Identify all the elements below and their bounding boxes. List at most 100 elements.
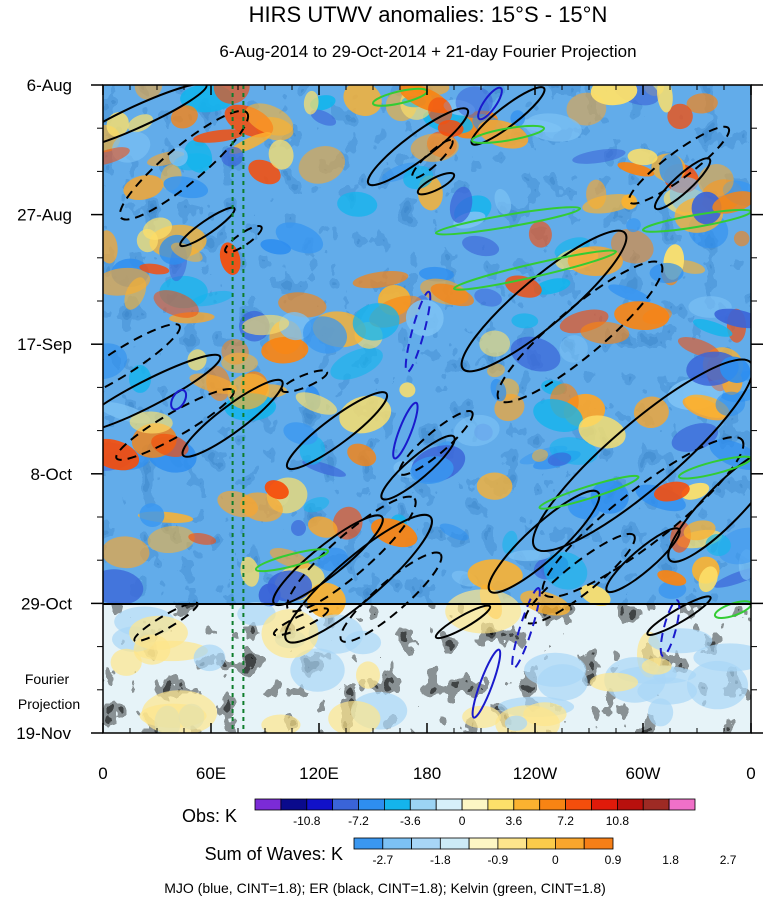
anomaly-patch xyxy=(188,532,217,545)
anomaly-patch xyxy=(649,262,684,284)
anomaly-patch xyxy=(264,480,289,500)
chart-title: HIRS UTWV anomalies: 15°S - 15°N xyxy=(249,2,608,27)
anomaly-patch xyxy=(139,503,165,527)
er-contour xyxy=(434,604,492,640)
anomaly-patch xyxy=(163,176,209,199)
colorbar-swatch xyxy=(642,798,670,811)
anomaly-patch xyxy=(580,584,611,607)
er-contour xyxy=(224,225,263,254)
anomaly-patch xyxy=(245,103,294,136)
projection-patch xyxy=(637,677,697,705)
x-tick-label: 60W xyxy=(626,764,661,783)
anomaly-patch xyxy=(717,527,751,565)
anomaly-patch xyxy=(712,191,751,214)
er-contour xyxy=(667,446,751,563)
anomaly-patch xyxy=(303,497,330,513)
colorbar-tick-label: 10.8 xyxy=(606,814,630,828)
anomaly-patch xyxy=(626,218,641,233)
er-contour xyxy=(380,434,456,501)
anomaly-patch xyxy=(474,288,502,307)
anomaly-patch xyxy=(337,191,378,217)
anomaly-patch xyxy=(572,148,626,164)
anomaly-patch xyxy=(508,550,551,562)
anomaly-patch xyxy=(170,242,203,262)
anomaly-patch xyxy=(582,194,635,214)
anomaly-patch xyxy=(617,162,655,177)
colorbar-tick-label: 3.6 xyxy=(505,814,522,828)
anomaly-patch xyxy=(531,449,549,462)
colorbar-swatch xyxy=(411,837,441,850)
projection-patch xyxy=(648,628,713,654)
er-contour xyxy=(646,595,712,637)
colorbar-tick-label: -10.8 xyxy=(293,814,321,828)
anomaly-patch xyxy=(268,139,294,170)
anomaly-patch xyxy=(686,93,718,114)
colorbar-swatch xyxy=(513,798,541,811)
colorbar-tick-label: -7.2 xyxy=(348,814,369,828)
anomaly-patch xyxy=(399,382,416,398)
anomaly-patch xyxy=(343,85,382,117)
anomaly-patch xyxy=(221,146,244,167)
er-contour xyxy=(496,260,664,404)
anomaly-patch xyxy=(453,414,500,447)
colorbar-swatch xyxy=(439,837,470,850)
anomaly-patch xyxy=(590,85,638,106)
anomaly-patch xyxy=(487,363,505,378)
anomaly-patch xyxy=(103,438,140,471)
er-contour xyxy=(179,206,236,248)
colorbar-swatch xyxy=(583,837,614,850)
projection-patch xyxy=(308,614,364,654)
er-contour xyxy=(470,86,546,146)
anomaly-patch xyxy=(494,188,512,215)
colorbar-swatch xyxy=(468,837,499,850)
projection-patch xyxy=(641,658,672,675)
anomaly-patch xyxy=(713,566,751,588)
anomaly-patch xyxy=(580,321,630,344)
projection-patch xyxy=(237,602,276,626)
anomaly-patch xyxy=(633,396,669,429)
projection-patch xyxy=(589,672,639,692)
anomaly-patch xyxy=(261,336,309,364)
kelvin-contour xyxy=(434,206,582,236)
contour-legend: MJO (blue, CINT=1.8); ER (black, CINT=1.… xyxy=(164,880,606,896)
anomaly-patch xyxy=(667,103,693,130)
colorbar-swatch xyxy=(280,798,308,811)
anomaly-patch xyxy=(248,159,281,185)
y-tick-label: 17-Sep xyxy=(17,335,72,354)
anomaly-patch xyxy=(671,423,719,452)
colorbar-swatch xyxy=(332,798,359,811)
er-contour xyxy=(541,436,745,598)
colorbar-swatch xyxy=(668,798,696,811)
er-contour xyxy=(181,378,284,458)
anomaly-patch xyxy=(124,277,147,310)
anomaly-patch xyxy=(533,278,571,295)
anomaly-patch xyxy=(627,148,658,166)
waves-colorbar-label: Sum of Waves: K xyxy=(205,844,343,864)
er-contour xyxy=(339,551,443,643)
y-tick-label: 8-Oct xyxy=(30,465,72,484)
x-tick-label: 120E xyxy=(299,764,339,783)
colorbar-swatch xyxy=(617,798,644,811)
anomaly-patch xyxy=(428,97,453,125)
anomaly-patch xyxy=(283,422,318,445)
axes: 0 60E 120E 180 120W 60W 0 6-Aug 27-Aug 17-Sep 8-Oc… xyxy=(16,76,763,783)
anomaly-patch xyxy=(479,330,511,357)
anomaly-patch xyxy=(123,174,164,201)
projection-patch xyxy=(537,664,588,701)
colorbar-tick-label: -1.8 xyxy=(430,853,451,867)
er-contour xyxy=(118,109,250,221)
kelvin-contour xyxy=(452,249,618,291)
colorbar-swatch xyxy=(358,798,385,811)
projection-patch xyxy=(133,634,171,665)
anomaly-patch xyxy=(302,316,348,354)
er-contour xyxy=(272,607,330,637)
anomaly-patch xyxy=(525,113,582,142)
projection-patches xyxy=(110,589,751,733)
projection-label-line2: Projection xyxy=(18,696,80,712)
anomaly-patch xyxy=(142,217,173,240)
plot-area xyxy=(103,85,751,733)
anomaly-patch xyxy=(260,239,291,255)
wave-contours xyxy=(103,85,751,719)
anomaly-patch xyxy=(352,303,400,341)
anomaly-patch xyxy=(559,335,588,363)
